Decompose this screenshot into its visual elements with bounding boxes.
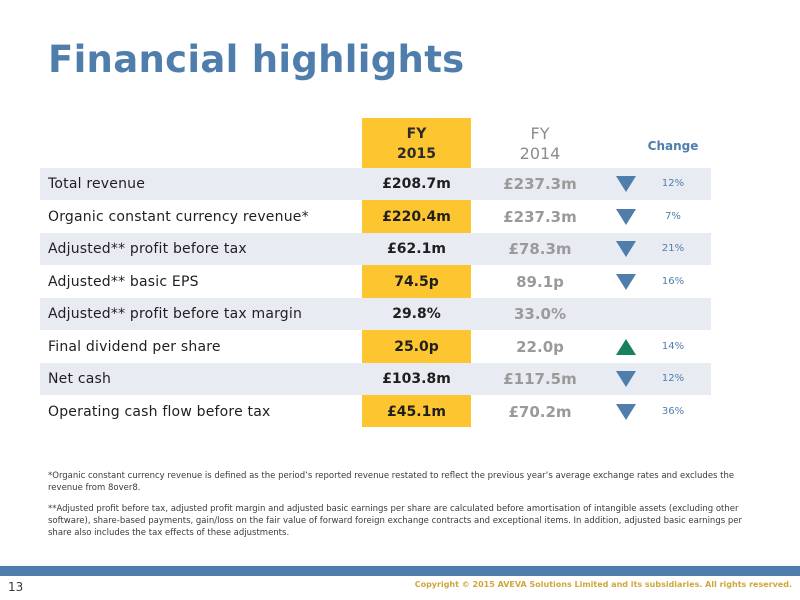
table-row: Total revenue £208.7m £237.3m 12% bbox=[40, 168, 711, 200]
triangle-down-icon bbox=[616, 371, 636, 387]
change-value: 14% bbox=[661, 340, 685, 352]
fy2015-header: FY 2015 bbox=[362, 124, 471, 164]
fy2014-value: £237.3m bbox=[503, 207, 577, 226]
page-number: 13 bbox=[8, 580, 24, 594]
fy2015-value: 25.0p bbox=[394, 338, 439, 355]
copyright-notice: Copyright © 2015 AVEVA Solutions Limited… bbox=[414, 580, 792, 589]
change-header: Change bbox=[647, 139, 699, 153]
triangle-down-icon bbox=[616, 241, 636, 257]
fy2015-header-line1: FY bbox=[406, 126, 427, 142]
fy2014-header-line2: 2014 bbox=[519, 144, 561, 163]
page-title: Financial highlights bbox=[48, 38, 465, 81]
change-value: 16% bbox=[661, 275, 685, 287]
fy2014-value: £78.3m bbox=[508, 240, 572, 258]
table-row: Adjusted** basic EPS 74.5p 89.1p 16% bbox=[40, 266, 711, 298]
fy2015-value: 29.8% bbox=[392, 306, 441, 322]
change-value: 21% bbox=[661, 243, 685, 254]
footer-band bbox=[0, 566, 800, 576]
table-row: Organic constant currency revenue* £220.4… bbox=[40, 201, 711, 233]
triangle-up-icon bbox=[616, 338, 636, 355]
fy2015-value: £208.7m bbox=[382, 176, 451, 192]
change-value: 7% bbox=[665, 210, 681, 222]
fy2014-value: 22.0p bbox=[516, 337, 564, 356]
change-value: 36% bbox=[661, 405, 685, 417]
triangle-down-icon bbox=[616, 176, 636, 192]
change-value: 12% bbox=[661, 178, 685, 189]
fy2015-value: £103.8m bbox=[382, 371, 451, 387]
table-row: Final dividend per share 25.0p 22.0p 14% bbox=[40, 331, 711, 363]
row-label: Final dividend per share bbox=[48, 338, 221, 355]
fy2014-value: £117.5m bbox=[503, 370, 577, 388]
fy2014-value: 33.0% bbox=[513, 305, 567, 323]
fy2015-value: £62.1m bbox=[387, 241, 446, 257]
fy2014-value: 89.1p bbox=[516, 272, 564, 291]
fy2015-value: 74.5p bbox=[394, 273, 439, 290]
fy2014-value: £237.3m bbox=[503, 175, 577, 193]
table-row: Adjusted** profit before tax £62.1m £78.3m… bbox=[40, 233, 711, 265]
row-label: Operating cash flow before tax bbox=[48, 403, 271, 420]
triangle-down-icon bbox=[616, 273, 636, 290]
row-label: Organic constant currency revenue* bbox=[48, 208, 309, 225]
change-value: 12% bbox=[661, 373, 685, 384]
row-label: Adjusted** profit before tax bbox=[48, 241, 247, 257]
footnote-organic-revenue: *Organic constant currency revenue is de… bbox=[48, 471, 735, 493]
fy2015-header-line2: 2015 bbox=[397, 146, 436, 162]
row-label: Adjusted** basic EPS bbox=[48, 273, 199, 290]
triangle-down-icon bbox=[616, 208, 636, 225]
row-label: Total revenue bbox=[48, 176, 146, 192]
row-label: Net cash bbox=[48, 371, 112, 387]
table-row: Adjusted** profit before tax margin 29.8%… bbox=[40, 298, 711, 330]
footnote-adjusted-measures: **Adjusted profit before tax, adjusted p… bbox=[48, 504, 742, 538]
fy2015-value: £220.4m bbox=[382, 208, 451, 225]
fy2015-value: £45.1m bbox=[387, 403, 446, 420]
triangle-down-icon bbox=[616, 403, 636, 420]
fy2014-value: £70.2m bbox=[508, 402, 572, 421]
fy2014-header-line1: FY bbox=[530, 124, 550, 143]
change-value bbox=[635, 298, 711, 330]
row-label: Adjusted** profit before tax margin bbox=[48, 306, 303, 322]
fy2014-header: FY 2014 bbox=[480, 124, 600, 164]
table-row: Net cash £103.8m £117.5m 12% bbox=[40, 363, 711, 395]
table-row: Operating cash flow before tax £45.1m £70.… bbox=[40, 396, 711, 428]
